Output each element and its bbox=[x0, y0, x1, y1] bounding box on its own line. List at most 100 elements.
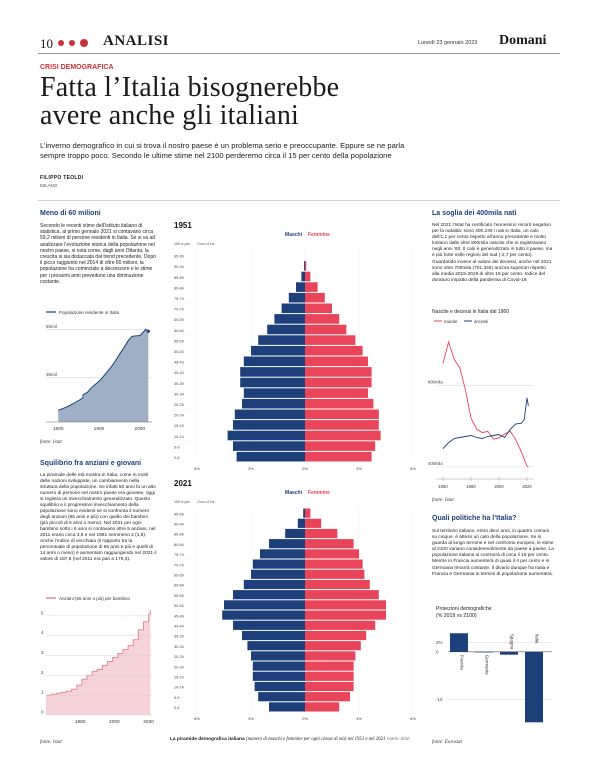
bar-maschi bbox=[233, 441, 305, 451]
bar-maschi bbox=[288, 292, 305, 303]
bar-maschi bbox=[234, 409, 305, 420]
category-label: Germania bbox=[485, 655, 490, 675]
bar-femmine bbox=[305, 600, 386, 610]
age-tick-label: 40-44 bbox=[174, 371, 184, 375]
pyramid-year-title: 1951 bbox=[174, 221, 192, 230]
x-tick-label: 2000 bbox=[109, 719, 120, 725]
age-tick-label: 15-19 bbox=[174, 676, 184, 680]
y-tick-label: 2 bbox=[41, 670, 44, 675]
bar-maschi bbox=[240, 367, 305, 377]
bar-femmine bbox=[305, 409, 379, 420]
bar-femmine bbox=[305, 271, 311, 282]
header-date: Lunedì 23 gennaio 2023 bbox=[418, 40, 478, 46]
age-tick-label: 85-89 bbox=[174, 276, 184, 280]
right-box2-title: Quali politiche ha l’Italia? bbox=[432, 515, 517, 522]
bar-femmine bbox=[305, 292, 325, 303]
age-tick-label: 5-9 bbox=[174, 696, 180, 700]
bar-maschi bbox=[242, 630, 305, 641]
age-tick-label: 70-74 bbox=[174, 308, 184, 312]
age-tick-label: 60-64 bbox=[174, 584, 184, 588]
bar-femmine bbox=[305, 702, 340, 712]
pyramid-caption-bold: La piramide demografica italiana bbox=[170, 737, 245, 742]
bar-maschi bbox=[303, 508, 305, 518]
bar-femmine bbox=[305, 630, 367, 641]
age-label-header: 100 e più bbox=[174, 242, 190, 246]
age-tick-label: 50-54 bbox=[174, 350, 184, 354]
bar-maschi bbox=[222, 610, 305, 620]
age-tick-label: 0-4 bbox=[174, 706, 180, 710]
age-tick-label: 0-4 bbox=[174, 456, 180, 460]
bar-femmine bbox=[305, 420, 379, 430]
x-tick-label: 1800 bbox=[53, 426, 64, 432]
x-tick-label: 3% bbox=[248, 716, 254, 721]
bar-femmine bbox=[305, 692, 350, 702]
pyramid-1951: 1951 Maschi Femmine 100 e più Classi di età 9… bbox=[174, 221, 416, 471]
bar-francia bbox=[450, 633, 468, 652]
bar-maschi bbox=[296, 282, 305, 292]
dot-icon bbox=[58, 40, 64, 46]
right-box2-source: fonte: Eurostat bbox=[432, 740, 462, 745]
y-tick-label: 4 bbox=[41, 630, 44, 635]
bar-femmine bbox=[305, 620, 376, 630]
bar-maschi bbox=[260, 549, 305, 559]
bar-maschi bbox=[224, 600, 305, 610]
population-chart: Popolazione residente in Italia 60mil 35mi… bbox=[46, 310, 152, 432]
age-tick-label: 35-39 bbox=[174, 635, 184, 639]
legend-label: decessi bbox=[474, 319, 488, 324]
age-tick-label: 80-84 bbox=[174, 543, 184, 547]
section-name: ANALISI bbox=[103, 33, 170, 49]
bar-femmine bbox=[305, 528, 338, 539]
bar-maschi bbox=[281, 303, 305, 314]
bar-maschi bbox=[227, 430, 305, 441]
location: MILANO bbox=[40, 183, 58, 188]
bar-maschi bbox=[251, 569, 305, 579]
x-tick-label: 1960 bbox=[438, 484, 448, 489]
population-endpoint bbox=[146, 329, 150, 333]
x-tick-label: 1900 bbox=[94, 426, 105, 432]
age-tick-label: 10-14 bbox=[174, 435, 184, 439]
y-tick-label: -10 bbox=[436, 697, 443, 702]
age-tick-label: 20-24 bbox=[174, 414, 184, 418]
x-tick-label: 1980 bbox=[75, 719, 86, 725]
age-header-note: Classi di età bbox=[197, 500, 215, 504]
bar-femmine bbox=[305, 569, 365, 579]
bar-femmine bbox=[305, 356, 368, 367]
population-area bbox=[58, 329, 149, 422]
elderly-chart: Anziani (65 anni o più) per bambino 5 4 3 2 1… bbox=[41, 596, 154, 725]
headline-line-1: Fatta l’Italia bisognerebbe bbox=[40, 72, 340, 103]
chart-title: Nascite e decessi in Italia dal 1960 bbox=[432, 309, 509, 315]
bar-femmine bbox=[305, 303, 332, 314]
bar-maschi bbox=[301, 271, 305, 282]
age-tick-label: 55-59 bbox=[174, 339, 184, 343]
series-line-nascite bbox=[442, 340, 529, 468]
bar-maschi bbox=[254, 681, 305, 692]
pyramid-caption: La piramide demografica italiana (numero… bbox=[170, 737, 410, 742]
age-tick-label: 5-9 bbox=[174, 445, 180, 449]
x-tick-label: 6% bbox=[410, 716, 416, 721]
y-tick-label: 60mil bbox=[46, 324, 57, 329]
bar-femmine bbox=[305, 508, 311, 518]
bar-spagna bbox=[500, 651, 518, 655]
right-box1-source: fonte: Istat bbox=[432, 498, 454, 503]
age-tick-label: 65-69 bbox=[174, 574, 184, 578]
box1-text: Secondo le recenti stime dell’Istituto i… bbox=[40, 223, 156, 285]
legend-maschi: Maschi bbox=[285, 490, 303, 496]
age-header-note: Classi di età bbox=[197, 242, 215, 246]
bar-maschi bbox=[274, 314, 305, 324]
bar-maschi bbox=[285, 528, 305, 539]
y-tick-label: 1 bbox=[41, 690, 44, 695]
x-tick-label: 2020 bbox=[522, 484, 532, 489]
right-box2-text: Sul territorio italiano, entro dieci ann… bbox=[432, 529, 554, 577]
age-tick-label: 50-54 bbox=[174, 604, 184, 608]
bar-femmine bbox=[305, 441, 376, 451]
elderly-line bbox=[46, 609, 151, 696]
box1-title: Meno di 60 milioni bbox=[40, 210, 101, 217]
age-tick-label: 45-49 bbox=[174, 614, 184, 618]
box2-source: fonte: Istat bbox=[40, 740, 62, 745]
age-tick-label: 80-84 bbox=[174, 286, 184, 290]
bar-femmine bbox=[305, 261, 307, 271]
headline-line-2: avere anche gli italiani bbox=[40, 100, 300, 131]
y-tick-label: 400mila bbox=[428, 461, 443, 466]
bar-femmine bbox=[305, 641, 361, 651]
bar-femmine bbox=[305, 661, 354, 671]
